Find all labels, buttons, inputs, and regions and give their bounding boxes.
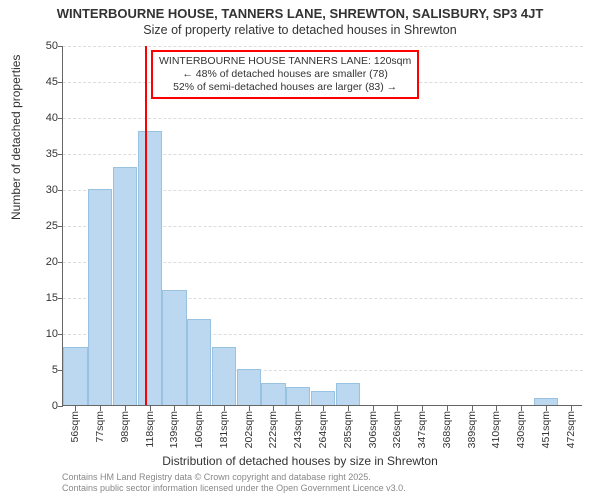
histogram-bar	[336, 383, 360, 405]
annotation-line3: 52% of semi-detached houses are larger (…	[159, 81, 411, 94]
xtick-label: 139sqm	[168, 411, 180, 448]
xtick-label: 410sqm	[490, 411, 502, 448]
ytick-mark	[58, 334, 63, 335]
ytick-label: 50	[28, 40, 58, 52]
xtick-label: 326sqm	[391, 411, 403, 448]
xtick-label: 243sqm	[292, 411, 304, 448]
xtick-label: 202sqm	[243, 411, 255, 448]
xtick-label: 430sqm	[515, 411, 527, 448]
xtick-label: 98sqm	[119, 411, 131, 443]
histogram-bar	[212, 347, 236, 405]
gridline	[63, 46, 583, 47]
ytick-label: 35	[28, 148, 58, 160]
xtick-label: 306sqm	[367, 411, 379, 448]
xtick-label: 56sqm	[69, 411, 81, 443]
ytick-mark	[58, 46, 63, 47]
histogram-bar	[237, 369, 261, 405]
histogram-bar	[187, 319, 211, 405]
ytick-mark	[58, 154, 63, 155]
xtick-label: 118sqm	[144, 411, 156, 448]
attribution-line1: Contains HM Land Registry data © Crown c…	[62, 472, 406, 483]
annotation-line1: WINTERBOURNE HOUSE TANNERS LANE: 120sqm	[159, 55, 411, 68]
xtick-label: 222sqm	[267, 411, 279, 448]
xtick-label: 368sqm	[441, 411, 453, 448]
histogram-bar	[534, 398, 558, 405]
attribution-line2: Contains public sector information licen…	[62, 483, 406, 494]
ytick-mark	[58, 190, 63, 191]
ytick-mark	[58, 406, 63, 407]
ytick-mark	[58, 82, 63, 83]
ytick-label: 15	[28, 292, 58, 304]
histogram-chart: 0510152025303540455056sqm77sqm98sqm118sq…	[62, 46, 582, 406]
xtick-label: 347sqm	[416, 411, 428, 448]
xtick-label: 472sqm	[565, 411, 577, 448]
page-title-line1: WINTERBOURNE HOUSE, TANNERS LANE, SHREWT…	[0, 0, 600, 21]
ytick-label: 0	[28, 400, 58, 412]
xtick-label: 77sqm	[94, 411, 106, 443]
ytick-label: 10	[28, 328, 58, 340]
ytick-mark	[58, 262, 63, 263]
histogram-bar	[162, 290, 186, 405]
annotation-box: WINTERBOURNE HOUSE TANNERS LANE: 120sqm←…	[151, 50, 419, 99]
marker-line	[145, 46, 147, 405]
histogram-bar	[311, 391, 335, 405]
histogram-bar	[286, 387, 310, 405]
ytick-mark	[58, 226, 63, 227]
ytick-label: 20	[28, 256, 58, 268]
annotation-line2: ← 48% of detached houses are smaller (78…	[159, 68, 411, 81]
xtick-label: 451sqm	[540, 411, 552, 448]
xtick-label: 160sqm	[193, 411, 205, 448]
y-axis-label: Number of detached properties	[9, 55, 23, 220]
xtick-label: 389sqm	[466, 411, 478, 448]
xtick-label: 285sqm	[342, 411, 354, 448]
histogram-bar	[138, 131, 162, 405]
ytick-label: 45	[28, 76, 58, 88]
xtick-label: 264sqm	[317, 411, 329, 448]
gridline	[63, 118, 583, 119]
page-title-line2: Size of property relative to detached ho…	[0, 21, 600, 41]
ytick-label: 5	[28, 364, 58, 376]
plot-area: 0510152025303540455056sqm77sqm98sqm118sq…	[62, 46, 582, 406]
ytick-label: 25	[28, 220, 58, 232]
histogram-bar	[63, 347, 87, 405]
xtick-label: 181sqm	[218, 411, 230, 448]
attribution-text: Contains HM Land Registry data © Crown c…	[62, 472, 406, 495]
histogram-bar	[113, 167, 137, 405]
ytick-label: 30	[28, 184, 58, 196]
ytick-mark	[58, 298, 63, 299]
x-axis-label: Distribution of detached houses by size …	[0, 454, 600, 468]
histogram-bar	[88, 189, 112, 405]
histogram-bar	[261, 383, 285, 405]
ytick-label: 40	[28, 112, 58, 124]
ytick-mark	[58, 118, 63, 119]
